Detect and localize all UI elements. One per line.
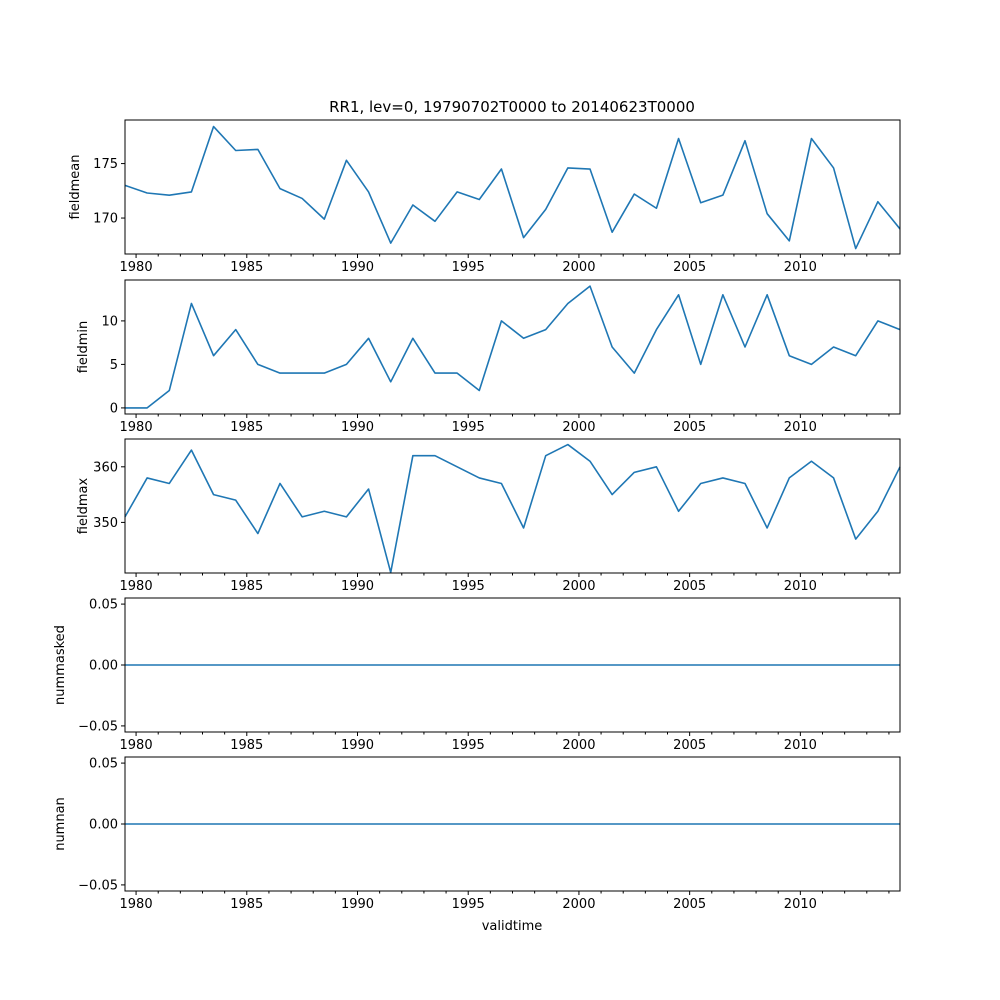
x-tick-label: 1980 [120, 260, 153, 275]
y-tick-label: 0.00 [89, 659, 118, 674]
x-tick-label: 2005 [673, 260, 706, 275]
subplot-fieldmin: 0 5 10 1980 1985 1990 1995 2000 2005 2010 fieldmin [76, 279, 901, 435]
x-tick-label: 1990 [341, 897, 374, 912]
subplot-fieldmean: 170 175 1980 1985 1990 1995 2000 2005 2010 fieldm… [68, 119, 901, 275]
y-tick-label: 170 [93, 212, 118, 227]
subplots: 170 175 1980 1985 1990 1995 2000 2005 2010 fieldm… [53, 119, 901, 912]
y-tick-label: −0.05 [78, 878, 118, 893]
y-tick-label: 350 [93, 516, 118, 531]
subplot-fieldmax: 350 360 1980 1985 1990 1995 2000 2005 2010 fieldm… [76, 438, 901, 594]
x-tick-label: 2005 [673, 897, 706, 912]
x-tick-label: 1980 [120, 579, 153, 594]
x-tick-label: 2000 [562, 738, 595, 753]
x-tick-label: 2010 [784, 579, 817, 594]
x-tick-label: 1990 [341, 420, 374, 435]
series-line-fieldmax [124, 443, 901, 574]
y-axis-label-fieldmax: fieldmax [76, 478, 91, 535]
y-tick-label: −0.05 [78, 719, 118, 734]
y-tick-label: 0 [110, 401, 118, 416]
x-tick-label: 1985 [230, 260, 263, 275]
x-tick-label: 2010 [784, 738, 817, 753]
y-tick-label: 5 [110, 358, 118, 373]
x-tick-label: 1985 [230, 738, 263, 753]
y-axis-label-numnan: numnan [53, 797, 68, 851]
y-tick-label: 10 [101, 314, 118, 329]
x-tick-label: 2000 [562, 897, 595, 912]
x-tick-label: 2005 [673, 579, 706, 594]
x-tick-label: 1995 [452, 260, 485, 275]
y-tick-label: 0.00 [89, 818, 118, 833]
subplot-nummasked: −0.05 0.00 0.05 1980 1985 1990 1995 2000 2005 201… [53, 597, 901, 753]
x-tick-label: 2000 [562, 420, 595, 435]
y-tick-label: 175 [93, 157, 118, 172]
x-tick-label: 2000 [562, 579, 595, 594]
y-tick-label: 360 [93, 460, 118, 475]
y-tick-label: 0.05 [89, 757, 118, 772]
x-tick-label: 1985 [230, 420, 263, 435]
x-tick-label: 2010 [784, 260, 817, 275]
x-tick-label: 1995 [452, 420, 485, 435]
x-tick-label: 2005 [673, 738, 706, 753]
x-tick-label: 1990 [341, 260, 374, 275]
x-tick-label: 1980 [120, 738, 153, 753]
x-tick-label: 1995 [452, 738, 485, 753]
x-tick-label: 2000 [562, 260, 595, 275]
x-tick-label: 1980 [120, 897, 153, 912]
y-tick-label: 0.05 [89, 598, 118, 613]
x-tick-label: 1990 [341, 738, 374, 753]
x-tick-label: 1995 [452, 897, 485, 912]
x-tick-label: 2005 [673, 420, 706, 435]
series-line-fieldmin [125, 285, 901, 409]
y-axis-label-fieldmin: fieldmin [76, 321, 91, 374]
x-tick-label: 1985 [230, 897, 263, 912]
x-tick-label: 1990 [341, 579, 374, 594]
chart-title: RR1, lev=0, 19790702T0000 to 20140623T00… [329, 98, 695, 116]
subplot-numnan: −0.05 0.00 0.05 1980 1985 1990 1995 2000 2005 201… [53, 756, 901, 912]
series-line-fieldmean [124, 125, 901, 250]
x-tick-label: 2010 [784, 897, 817, 912]
x-tick-label: 1985 [230, 579, 263, 594]
x-tick-label: 1980 [120, 420, 153, 435]
x-tick-label: 2010 [784, 420, 817, 435]
x-tick-label: 1995 [452, 579, 485, 594]
x-axis-label: validtime [482, 919, 543, 934]
y-axis-label-fieldmean: fieldmean [68, 155, 83, 220]
y-axis-label-nummasked: nummasked [53, 625, 68, 705]
